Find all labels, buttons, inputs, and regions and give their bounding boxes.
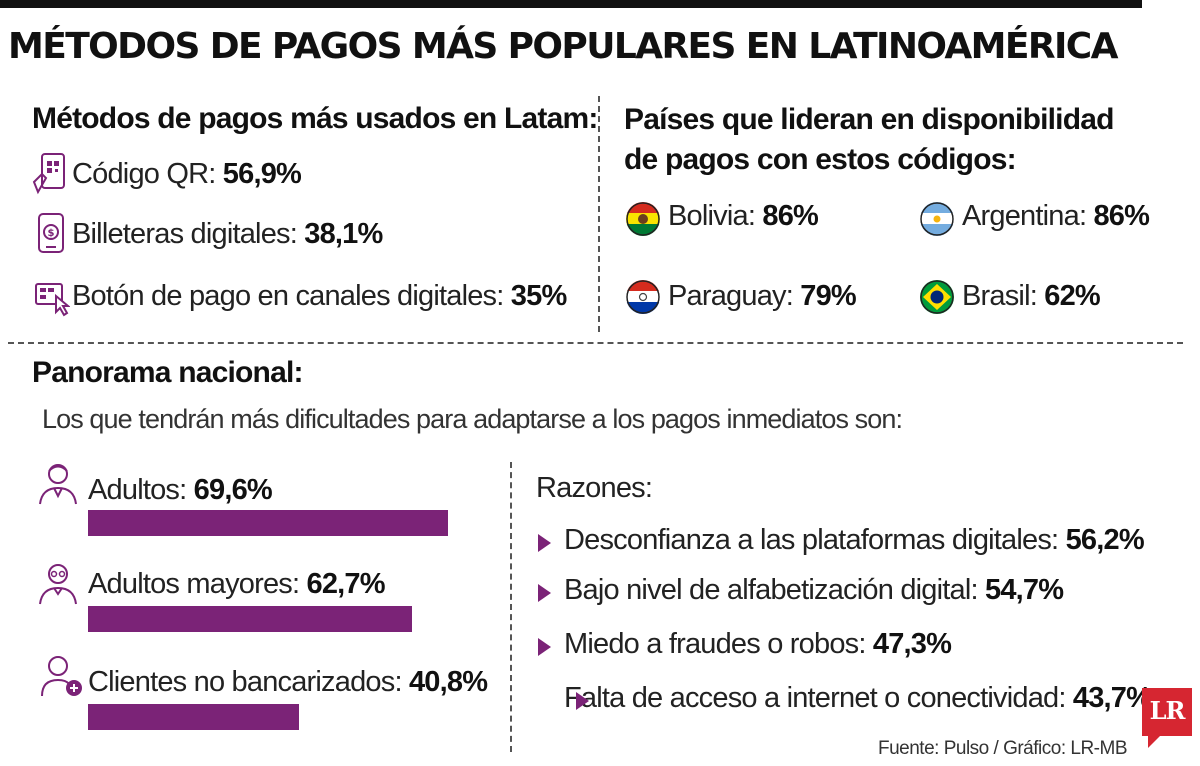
metodo-value: 56,9% (222, 158, 302, 190)
brasil-flag-icon (920, 280, 954, 314)
razon-label: Bajo nivel de alfabetización digital: (564, 574, 979, 606)
horizontal-divider (8, 342, 1183, 344)
razon-value: 47,3% (872, 628, 952, 660)
vertical-divider-top (598, 96, 600, 332)
adult-person-icon (39, 464, 77, 505)
razon-label: Falta de acceso a internet o conectivida… (564, 682, 1066, 714)
bar-label-adultos: Adultos: 69,6% (88, 474, 273, 507)
bar-category: Adultos: (88, 474, 187, 506)
metodo-label: Botón de pago en canales digitales: (72, 280, 504, 312)
pais-value: 62% (1044, 280, 1100, 312)
bar-value-label: 62,7% (306, 568, 386, 600)
metodo-label: Billeteras digitales: (72, 218, 298, 250)
panorama-subtitle: Los que tendrán más dificultades para ad… (42, 404, 903, 434)
metodo-row-qr: Código QR: 56,9% (72, 158, 302, 191)
lr-logo: LR (1142, 688, 1192, 750)
bar-label-adultos-mayores: Adultos mayores: 62,7% (88, 568, 386, 601)
lr-logo-text: LR (1149, 696, 1186, 725)
digital-wallet-icon: $ (38, 213, 64, 253)
razon-label: Miedo a fraudes o robos: (564, 628, 866, 660)
razon-label: Desconfianza a las plataformas digitales… (564, 524, 1059, 556)
bar-label-no-bancarizados: Clientes no bancarizados: 40,8% (88, 666, 488, 699)
pais-row-brasil: Brasil: 62% (962, 280, 1101, 313)
metodo-label: Código QR: (72, 158, 216, 190)
pais-row-argentina: Argentina: 86% (962, 200, 1150, 233)
bar-adultos-mayores (88, 606, 412, 632)
paises-heading-line2: de pagos con estos códigos: (624, 143, 1017, 176)
source-credit: Fuente: Pulso / Gráfico: LR-MB (878, 738, 1128, 759)
razon-row-fraudes: Miedo a fraudes o robos: 47,3% (564, 628, 952, 661)
bullet-triangle-icon (538, 534, 551, 552)
metodos-heading: Métodos de pagos más usados en Latam: (32, 102, 598, 135)
metodo-value: 35% (510, 280, 567, 312)
metodo-row-boton: Botón de pago en canales digitales: 35% (72, 280, 567, 313)
razon-row-alfabetizacion: Bajo nivel de alfabetización digital: 54… (564, 574, 1064, 607)
razon-value: 43,7% (1072, 682, 1152, 714)
senior-person-icon (39, 564, 77, 605)
bullet-triangle-icon (576, 692, 589, 710)
pais-value: 79% (800, 280, 856, 312)
razon-row-conectividad: Falta de acceso a internet o conectivida… (564, 682, 1152, 715)
bar-category: Adultos mayores: (88, 568, 300, 600)
pais-value: 86% (1093, 200, 1150, 232)
bullet-triangle-icon (538, 584, 551, 602)
bar-category: Clientes no bancarizados: (88, 666, 403, 698)
metodo-value: 38,1% (304, 218, 383, 250)
bar-value-label: 40,8% (408, 666, 488, 698)
add-user-icon (41, 656, 82, 697)
pais-value: 86% (762, 200, 819, 232)
paraguay-flag-icon (626, 280, 660, 314)
razon-row-desconfianza: Desconfianza a las plataformas digitales… (564, 524, 1145, 557)
paises-heading-line1: Países que lideran en disponibilidad (624, 103, 1114, 136)
razon-value: 54,7% (985, 574, 1064, 606)
metodo-row-billeteras: Billeteras digitales: 38,1% (72, 218, 383, 251)
pais-row-bolivia: Bolivia: 86% (668, 200, 819, 233)
pais-label: Paraguay: (668, 280, 794, 312)
bar-no-bancarizados (88, 704, 299, 730)
bolivia-flag-icon (626, 202, 660, 236)
page-title: MÉTODOS DE PAGOS MÁS POPULARES EN LATINO… (8, 26, 1118, 67)
pais-label: Argentina: (962, 200, 1087, 232)
panorama-heading: Panorama nacional: (32, 356, 304, 389)
razones-heading: Razones: (536, 472, 653, 504)
bullet-triangle-icon (538, 638, 551, 656)
qr-phone-icon (32, 153, 65, 195)
vertical-divider-bottom (510, 462, 512, 752)
razon-value: 56,2% (1065, 524, 1145, 556)
bar-value-label: 69,6% (193, 474, 273, 506)
payment-button-icon (35, 283, 70, 317)
pais-label: Bolivia: (668, 200, 756, 232)
pais-row-paraguay: Paraguay: 79% (668, 280, 857, 313)
svg-text:$: $ (48, 228, 55, 239)
argentina-flag-icon (920, 202, 954, 236)
lr-logo-shape (1142, 688, 1192, 748)
bar-adultos (88, 510, 448, 536)
paises-heading: Países que lideran en disponibilidad de … (624, 100, 1114, 180)
top-rule (0, 0, 1142, 8)
pais-label: Brasil: (962, 280, 1038, 312)
